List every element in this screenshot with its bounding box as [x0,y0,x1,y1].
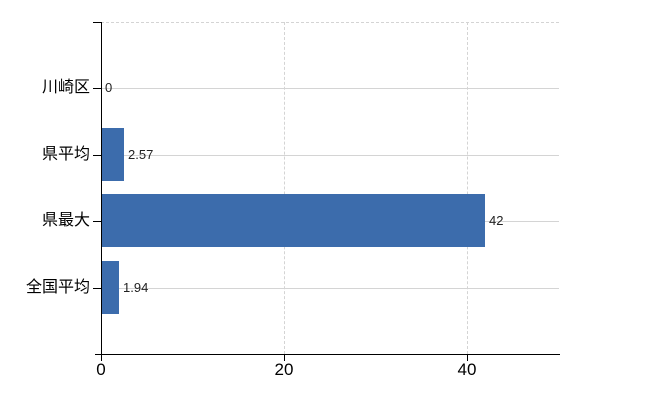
bar-value-label: 0 [105,80,113,95]
category-gridline [101,88,559,89]
bar-value-label: 1.94 [123,280,149,295]
bar-value-label: 42 [489,213,504,228]
y-axis-label: 県最大 [41,212,90,229]
y-axis-label: 全国平均 [25,279,90,296]
bar [101,194,485,247]
x-axis-tick [284,355,285,361]
x-axis-tick-label: 20 [274,360,294,379]
x-gridline [284,22,285,354]
bar-value-label: 2.57 [128,147,154,162]
plot-top-border [101,22,559,23]
bar [101,261,119,314]
x-gridline [467,22,468,354]
y-axis-tick [93,221,101,222]
y-axis-tick [93,155,101,156]
y-axis-label: 川崎区 [41,79,90,96]
bar [101,128,124,181]
x-axis [95,354,560,355]
y-axis-end-tick [93,22,101,23]
x-axis-tick [101,355,102,361]
x-axis-tick-label: 0 [96,360,106,379]
y-axis-tick [93,88,101,89]
x-axis-tick-label: 40 [457,360,477,379]
y-axis-tick [93,288,101,289]
x-axis-tick [467,355,468,361]
y-axis [101,22,102,354]
category-gridline [101,288,559,289]
y-axis-label: 県平均 [41,146,90,163]
category-gridline [101,155,559,156]
